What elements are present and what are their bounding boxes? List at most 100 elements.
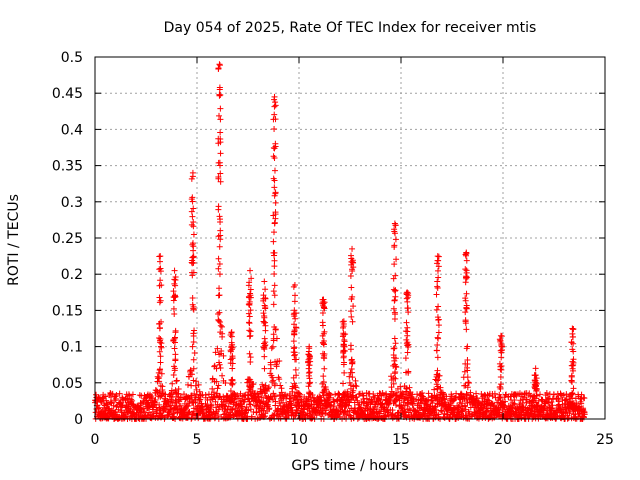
- data-point: [216, 309, 223, 316]
- data-point: [306, 343, 313, 350]
- data-point: [271, 111, 278, 118]
- data-point: [160, 407, 167, 414]
- data-point: [94, 405, 101, 412]
- data-point: [363, 395, 370, 402]
- data-point: [218, 323, 225, 330]
- data-point: [271, 93, 278, 100]
- data-point: [245, 407, 252, 414]
- data-point: [336, 411, 343, 418]
- y-tick-label: 0.25: [52, 231, 83, 247]
- data-point: [168, 396, 175, 403]
- data-point: [189, 240, 196, 247]
- data-point: [213, 378, 220, 385]
- data-point: [293, 356, 300, 363]
- data-point: [462, 295, 469, 302]
- data-point: [500, 402, 507, 409]
- data-point: [392, 272, 399, 279]
- data-point: [526, 390, 533, 397]
- data-point: [188, 221, 195, 228]
- data-point: [331, 403, 338, 410]
- data-point: [339, 333, 346, 340]
- data-point: [246, 350, 253, 357]
- data-point: [292, 292, 299, 299]
- data-series: [92, 61, 588, 422]
- data-point: [271, 252, 278, 259]
- data-point: [227, 347, 234, 354]
- data-point: [291, 330, 298, 337]
- data-point: [462, 309, 469, 316]
- data-point: [262, 327, 269, 334]
- data-point: [188, 371, 195, 378]
- data-point: [270, 288, 277, 295]
- data-point: [272, 402, 279, 409]
- data-point: [465, 379, 472, 386]
- y-axis-label: ROTI / TECUs: [6, 194, 22, 286]
- data-point: [417, 405, 424, 412]
- data-point: [260, 344, 267, 351]
- data-point: [159, 390, 166, 397]
- data-point: [403, 389, 410, 396]
- data-point: [462, 318, 469, 325]
- data-point: [320, 302, 327, 309]
- data-point: [216, 112, 223, 119]
- data-point: [171, 389, 178, 396]
- data-point: [169, 380, 176, 387]
- data-point: [266, 405, 273, 412]
- data-point: [385, 401, 392, 408]
- data-point: [535, 401, 542, 408]
- data-point: [305, 356, 312, 363]
- data-point: [434, 377, 441, 384]
- data-point: [216, 61, 223, 68]
- data-point: [261, 365, 268, 372]
- data-point: [316, 393, 323, 400]
- data-point: [156, 334, 163, 341]
- data-point: [216, 162, 223, 169]
- data-point: [404, 298, 411, 305]
- data-point: [348, 356, 355, 363]
- data-point: [463, 326, 470, 333]
- data-point: [102, 393, 109, 400]
- data-point: [370, 390, 377, 397]
- data-point: [277, 382, 284, 389]
- data-point: [292, 384, 299, 391]
- data-point: [320, 373, 327, 380]
- data-point: [222, 410, 229, 417]
- data-point: [157, 359, 164, 366]
- data-point: [116, 390, 123, 397]
- data-point: [171, 345, 178, 352]
- data-point: [393, 389, 400, 396]
- data-point: [245, 310, 252, 317]
- data-point: [95, 394, 102, 401]
- data-point: [320, 330, 327, 337]
- data-point: [216, 91, 223, 98]
- data-point: [220, 352, 227, 359]
- data-point: [341, 369, 348, 376]
- data-point: [246, 279, 253, 286]
- data-point: [291, 310, 298, 317]
- data-point: [247, 307, 254, 314]
- data-point: [340, 380, 347, 387]
- data-point: [305, 383, 312, 390]
- data-point: [272, 199, 279, 206]
- data-point: [293, 372, 300, 379]
- data-point: [110, 402, 117, 409]
- data-point: [348, 365, 355, 372]
- data-point: [271, 229, 278, 236]
- data-point: [219, 333, 226, 340]
- data-point: [347, 273, 354, 280]
- data-point: [248, 275, 255, 282]
- data-point: [229, 406, 236, 413]
- data-point: [462, 279, 469, 286]
- data-point: [129, 391, 136, 398]
- data-point: [192, 399, 199, 406]
- x-tick-label: 20: [494, 432, 512, 448]
- data-point: [271, 271, 278, 278]
- data-point: [158, 412, 165, 419]
- data-point: [328, 401, 335, 408]
- data-point: [157, 337, 164, 344]
- data-point: [190, 305, 197, 312]
- y-tick-label: 0.1: [61, 340, 83, 356]
- data-point: [296, 415, 303, 422]
- data-point: [158, 282, 165, 289]
- data-point: [333, 407, 340, 414]
